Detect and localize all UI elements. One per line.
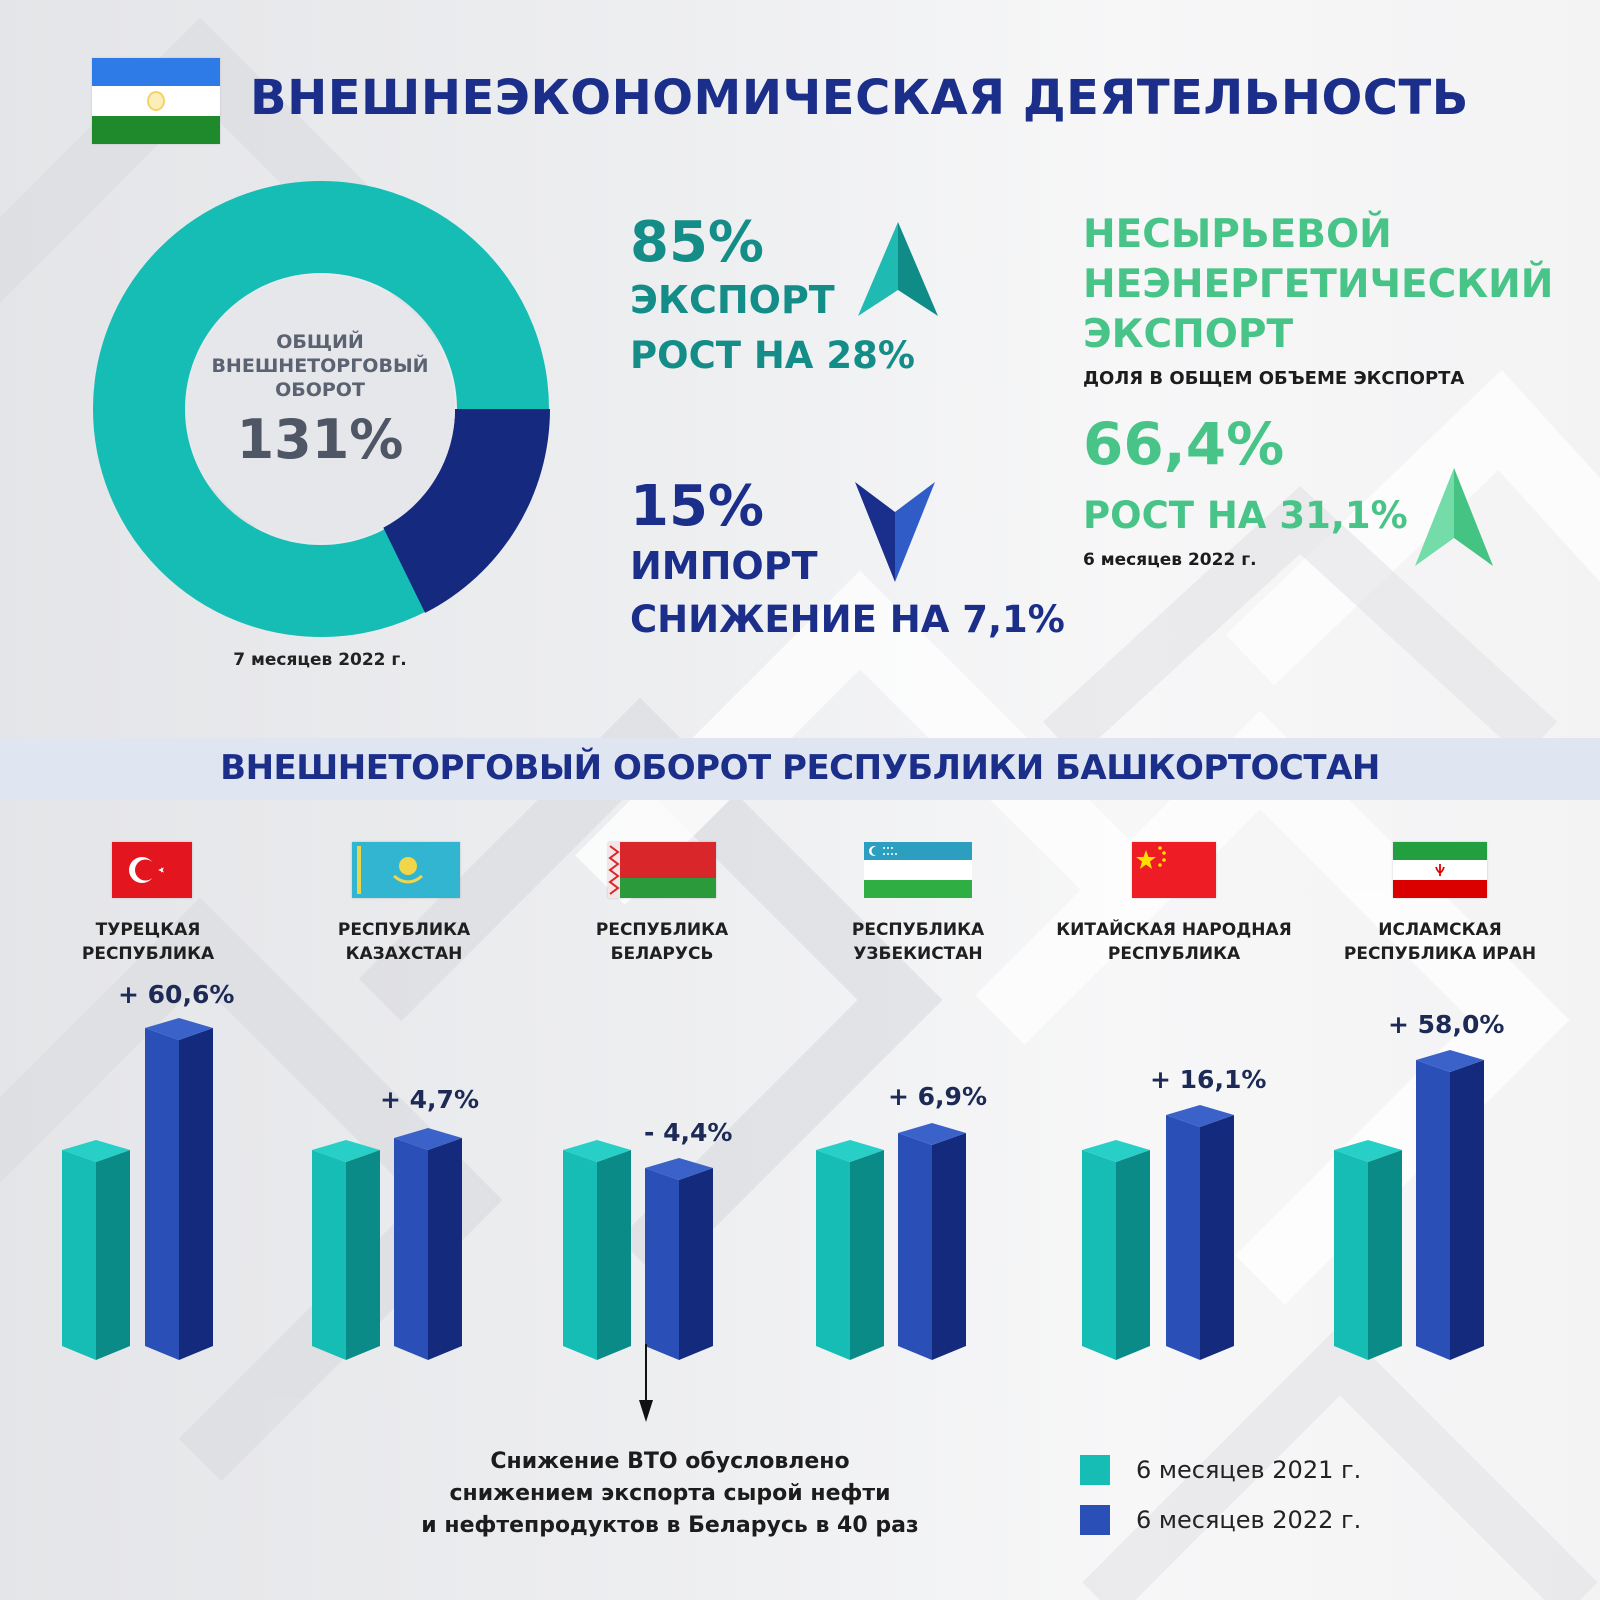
export-share: 85% xyxy=(630,210,765,275)
uzbekistan-flag-icon xyxy=(864,842,972,898)
bashkortostan-flag-icon xyxy=(92,58,220,144)
bar-turkey-2022 xyxy=(145,1018,213,1360)
bar-kazakhstan-2021 xyxy=(312,1140,380,1360)
delta-belarus: - 4,4% xyxy=(644,1118,733,1147)
nonraw-change: РОСТ НА 31,1% xyxy=(1083,494,1408,537)
turnover-period: 7 месяцев 2022 г. xyxy=(233,650,407,670)
import-segment xyxy=(383,409,550,613)
bar-kazakhstan-2022 xyxy=(394,1128,462,1360)
country-name-kazakhstan: РЕСПУБЛИКА КАЗАХСТАН xyxy=(337,920,471,964)
export-label: ЭКСПОРТ xyxy=(630,278,835,322)
country-name-turkey: ТУРЕЦКАЯ РЕСПУБЛИКА xyxy=(81,920,215,964)
delta-turkey: + 60,6% xyxy=(118,980,235,1009)
legend-swatch xyxy=(1080,1455,1110,1485)
import-share: 15% xyxy=(630,474,765,539)
china-flag-icon xyxy=(1132,842,1216,898)
arrow-up-icon xyxy=(858,222,938,316)
arrow-up-icon xyxy=(1415,468,1493,566)
bar-china-2021 xyxy=(1082,1140,1150,1360)
page-title: ВНЕШНЕЭКОНОМИЧЕСКАЯ ДЕЯТЕЛЬНОСТЬ xyxy=(250,70,1469,126)
import-change: СНИЖЕНИЕ НА 7,1% xyxy=(630,598,1065,641)
turkey-flag-icon xyxy=(112,842,192,898)
legend-item-2021: 6 месяцев 2021 г. xyxy=(1080,1445,1361,1495)
bar-belarus-2022 xyxy=(645,1158,713,1360)
nonraw-period: 6 месяцев 2022 г. xyxy=(1083,550,1257,570)
turnover-center-label: ОБЩИЙ ВНЕШНЕТОРГОВЫЙ ОБОРОТ 131% xyxy=(190,330,450,471)
delta-china: + 16,1% xyxy=(1150,1065,1267,1094)
nonraw-share-value: 66,4% xyxy=(1083,410,1285,478)
export-change: РОСТ НА 28% xyxy=(630,334,915,377)
bar-turkey-2021 xyxy=(62,1140,130,1360)
legend-swatch xyxy=(1080,1505,1110,1535)
turnover-donut-chart xyxy=(93,181,550,637)
nonraw-share-label: ДОЛЯ В ОБЩЕМ ОБЪЕМЕ ЭКСПОРТА xyxy=(1083,368,1465,389)
section-band xyxy=(0,738,1600,800)
nonraw-export-title: НЕСЫРЬЕВОЙ НЕЭНЕРГЕТИЧЕСКИЙ ЭКСПОРТ xyxy=(1083,212,1554,357)
section-title: ВНЕШНЕТОРГОВЫЙ ОБОРОТ РЕСПУБЛИКИ БАШКОРТ… xyxy=(220,748,1380,788)
bar-iran-2022 xyxy=(1416,1050,1484,1360)
bar-iran-2021 xyxy=(1334,1140,1402,1360)
arrow-down-icon xyxy=(639,1344,653,1422)
bar-china-2022 xyxy=(1166,1105,1234,1360)
country-name-belarus: РЕСПУБЛИКА БЕЛАРУСЬ xyxy=(595,920,729,964)
chart-legend: 6 месяцев 2021 г. 6 месяцев 2022 г. xyxy=(1080,1445,1361,1545)
bar-belarus-2021 xyxy=(563,1140,631,1360)
arrow-down-icon xyxy=(855,482,935,582)
belarus-flag-icon xyxy=(608,842,716,898)
bar-uzbekistan-2021 xyxy=(816,1140,884,1360)
country-name-china: КИТАЙСКАЯ НАРОДНАЯ РЕСПУБЛИКА xyxy=(1056,920,1292,964)
bar-uzbekistan-2022 xyxy=(898,1123,966,1360)
delta-uzbekistan: + 6,9% xyxy=(888,1082,987,1111)
belarus-footnote: Снижение ВТО обусловлено снижением экспо… xyxy=(421,1449,919,1538)
legend-item-2022: 6 месяцев 2022 г. xyxy=(1080,1495,1361,1545)
kazakhstan-flag-icon xyxy=(352,842,460,898)
delta-iran: + 58,0% xyxy=(1388,1010,1505,1039)
country-name-iran: ИСЛАМСКАЯ РЕСПУБЛИКА ИРАН xyxy=(1343,920,1537,964)
turnover-value: 131% xyxy=(236,408,404,471)
import-label: ИМПОРТ xyxy=(630,544,818,588)
country-name-uzbekistan: РЕСПУБЛИКА УЗБЕКИСТАН xyxy=(851,920,985,964)
iran-flag-icon xyxy=(1393,842,1487,898)
delta-kazakhstan: + 4,7% xyxy=(380,1085,479,1114)
